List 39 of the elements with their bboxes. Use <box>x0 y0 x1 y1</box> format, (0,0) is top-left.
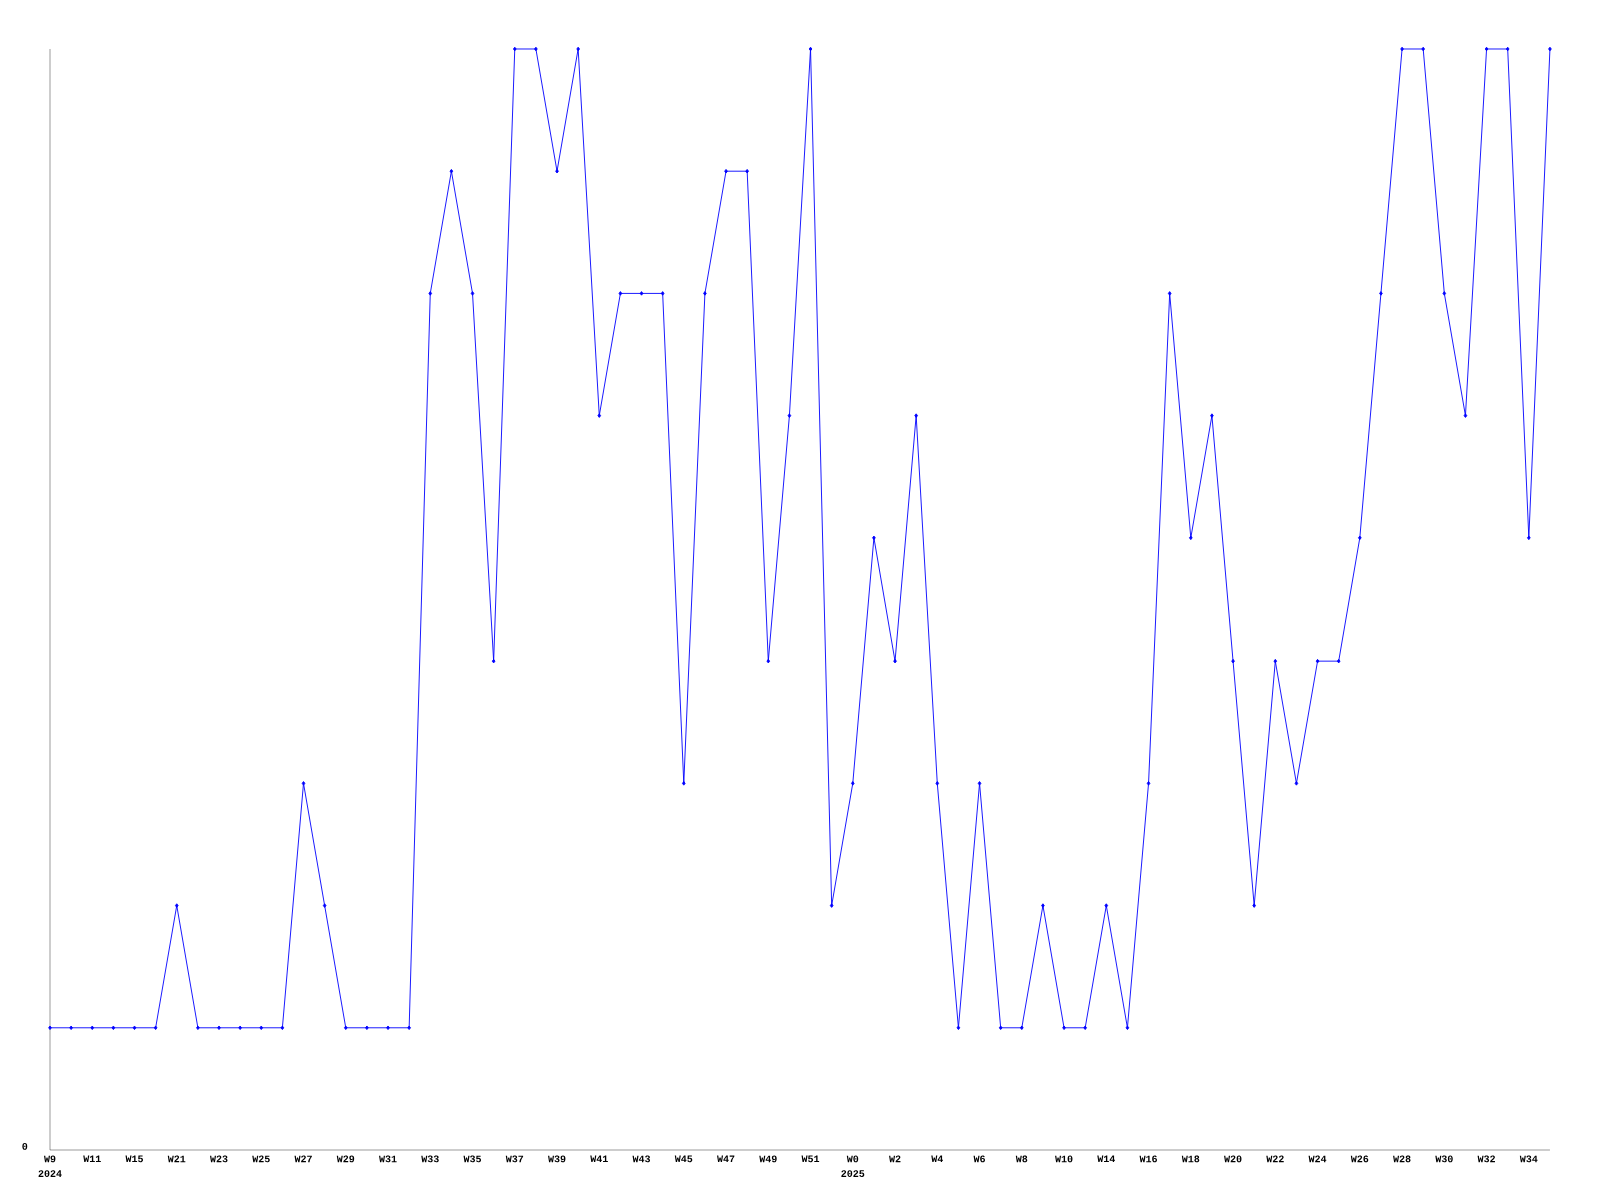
x-tick-label: W22 <box>1266 1155 1284 1163</box>
x-tick-label: W2 <box>889 1155 901 1163</box>
x-tick-label: W34 <box>1519 1155 1538 1163</box>
x-tick-label: W31 <box>379 1155 397 1163</box>
x-tick-label: W11 <box>83 1155 101 1163</box>
x-tick-label: W47 <box>717 1155 735 1163</box>
x-tick-label: W10 <box>1055 1155 1073 1163</box>
x-tick-label: W6 <box>973 1155 985 1163</box>
x-tick-label: W20 <box>1224 1155 1242 1163</box>
x-tick-label: W14 <box>1097 1155 1116 1163</box>
x-tick-label: W27 <box>294 1155 312 1163</box>
x-tick-label: W35 <box>463 1155 482 1163</box>
x-tick-label: W28 <box>1393 1155 1411 1163</box>
x-tick-label: W15 <box>125 1155 143 1163</box>
text: 2024 <box>38 1170 62 1177</box>
x-tick-label: W23 <box>210 1155 228 1163</box>
x-tick-label: W30 <box>1435 1155 1453 1163</box>
x-tick-label: W25 <box>252 1155 270 1163</box>
x-tick-label: W32 <box>1477 1155 1495 1163</box>
x-tick-label: W24 <box>1308 1155 1327 1163</box>
x-tick-label: W33 <box>421 1155 439 1163</box>
x-tick-label: W9 <box>44 1155 56 1163</box>
x-tick-label: W45 <box>674 1155 693 1163</box>
x-tick-label: W29 <box>336 1155 355 1163</box>
x-tick-label: W43 <box>632 1155 651 1163</box>
x-tick-label: W51 <box>801 1155 820 1163</box>
x-tick-label: W26 <box>1350 1155 1369 1163</box>
x-tick-label: W16 <box>1139 1155 1157 1163</box>
x-tick-label: W21 <box>167 1155 186 1163</box>
x-tick-label: W39 <box>548 1155 566 1163</box>
x-tick-label: W41 <box>590 1155 608 1163</box>
x-tick-label: W0 <box>846 1155 859 1163</box>
x-tick-label: W8 <box>1015 1155 1028 1163</box>
x-tick-label: W4 <box>931 1155 943 1163</box>
text: 0 <box>22 1143 28 1150</box>
x-tick-label: W18 <box>1181 1155 1200 1163</box>
text: 2025 <box>841 1170 865 1177</box>
x-tick-label: W49 <box>759 1155 777 1163</box>
x-tick-label: W37 <box>505 1155 524 1163</box>
